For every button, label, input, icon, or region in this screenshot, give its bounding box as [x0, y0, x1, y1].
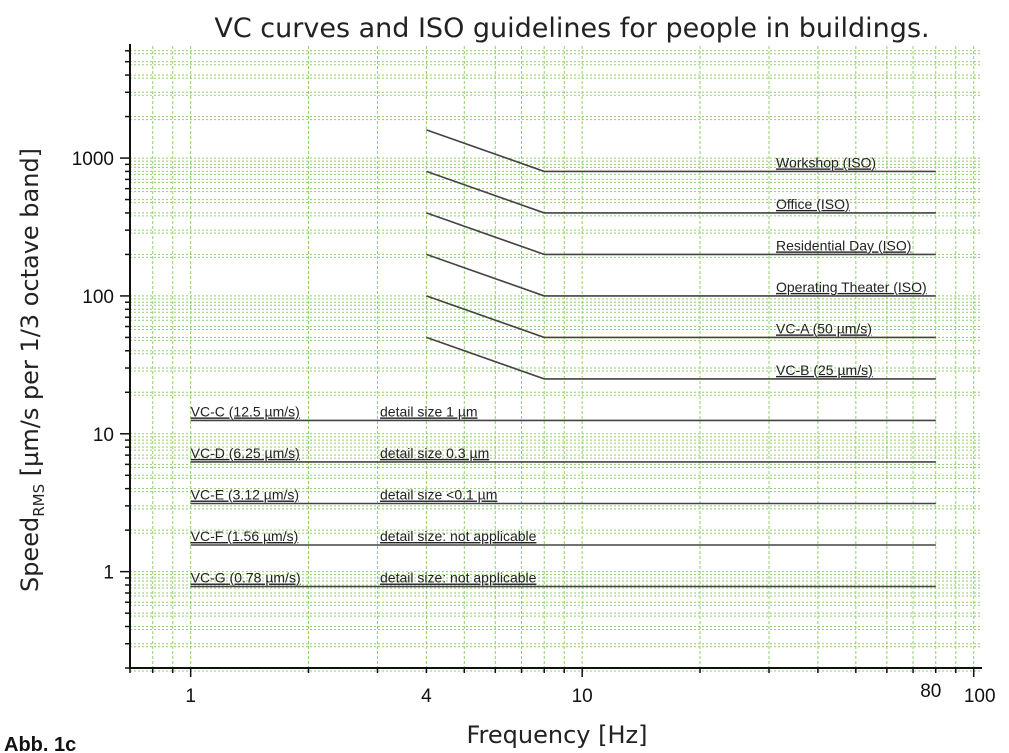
- series-label-10: VC-G (0.78 µm/s): [191, 570, 301, 586]
- axes: 1 4 10 80 100 1 10 100 1000: [72, 44, 996, 707]
- series-line-3: [426, 253, 936, 297]
- curve-labels: Workshop (ISO) Office (ISO) Residential Da…: [191, 154, 927, 585]
- x-tick-label: 4: [421, 686, 432, 707]
- y-tick-label: 100: [82, 287, 114, 308]
- y-axis-label: SpeedRMS [µm/s per 1/3 octave band]: [16, 148, 48, 592]
- y-axis-label-main: Speed: [16, 517, 44, 592]
- series-line-4: [426, 295, 936, 339]
- x-tick-label: 1: [185, 686, 196, 707]
- series-label-3: Operating Theater (ISO): [776, 279, 927, 295]
- series-detail-label-8: detail size <0.1 µm: [380, 487, 497, 503]
- series-label-5: VC-B (25 µm/s): [776, 362, 873, 378]
- x-tick-label: 100: [964, 686, 996, 707]
- series-line-1: [426, 170, 936, 214]
- series-label-8: VC-E (3.12 µm/s): [191, 487, 299, 503]
- series-line-2: [426, 212, 936, 256]
- chart-title: VC curves and ISO guidelines for people …: [214, 13, 929, 44]
- series-label-0: Workshop (ISO): [776, 154, 876, 170]
- figure-caption: Abb. 1c: [4, 734, 76, 753]
- series-detail-label-7: detail size 0.3 µm: [380, 445, 489, 461]
- series-label-6: VC-C (12.5 µm/s): [191, 403, 300, 419]
- series-label-2: Residential Day (ISO): [776, 237, 911, 253]
- y-tick-label: 1000: [72, 149, 114, 170]
- series-label-7: VC-D (6.25 µm/s): [191, 445, 300, 461]
- series-line-5: [426, 336, 936, 380]
- y-tick-label: 1: [103, 563, 114, 584]
- y-axis-label-subscript: RMS: [30, 484, 48, 517]
- series-label-4: VC-A (50 µm/s): [776, 320, 872, 336]
- series-detail-label-10: detail size: not applicable: [380, 570, 537, 586]
- x-axis-label: Frequency [Hz]: [467, 721, 648, 749]
- x-tick-label: 10: [572, 686, 593, 707]
- series-detail-label-6: detail size 1 µm: [380, 403, 478, 419]
- series-detail-label-9: detail size: not applicable: [380, 528, 537, 544]
- series-label-1: Office (ISO): [776, 196, 850, 212]
- y-tick-label: 10: [93, 425, 114, 446]
- x-tick-label: 80: [920, 681, 941, 702]
- y-axis-label-rest: [µm/s per 1/3 octave band]: [16, 148, 44, 484]
- series-label-9: VC-F (1.56 µm/s): [191, 528, 299, 544]
- series-line-0: [426, 129, 936, 173]
- series-lines: [190, 129, 936, 588]
